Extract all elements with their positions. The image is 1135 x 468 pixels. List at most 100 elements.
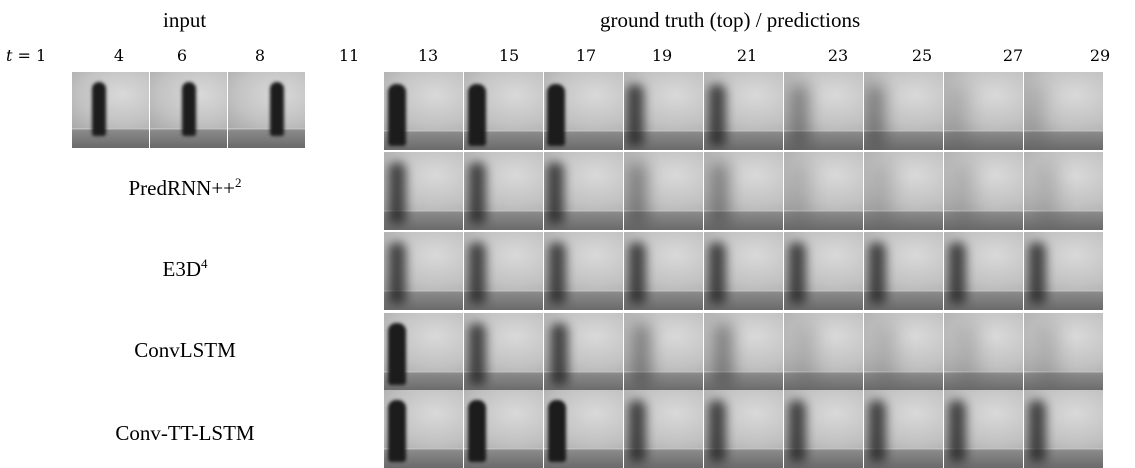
- walking-person-figure: [790, 162, 808, 224]
- walking-person-figure: [708, 84, 726, 146]
- time-tick-6: 6: [176, 46, 188, 65]
- video-frame: [944, 390, 1023, 468]
- video-frame: [704, 232, 783, 310]
- time-tick-15: 15: [498, 46, 520, 65]
- time-tick-4: 4: [113, 46, 125, 65]
- row-label-conv-tt-lstm: Conv-TT-LSTM: [115, 421, 255, 445]
- video-frame: [1024, 313, 1103, 391]
- walking-person-figure: [182, 82, 196, 136]
- walking-person-figure: [388, 84, 406, 146]
- walking-person-figure: [546, 162, 564, 224]
- gt-frame: [864, 72, 943, 150]
- walking-person-figure: [468, 84, 486, 146]
- video-frame: [544, 390, 623, 468]
- time-tick-21: 21: [736, 46, 758, 65]
- video-frame: [464, 152, 543, 230]
- time-tick-13: 13: [417, 46, 439, 65]
- walking-person-figure: [714, 323, 732, 385]
- video-frame: [544, 232, 623, 310]
- gt-frame: [944, 72, 1023, 150]
- row-label-e3d: E3D4: [162, 256, 208, 281]
- gt-frame: [1024, 72, 1103, 150]
- video-frame: [784, 232, 863, 310]
- walking-person-figure: [876, 323, 894, 385]
- walking-person-figure: [547, 84, 565, 146]
- input-header: input: [163, 8, 207, 32]
- walking-person-figure: [388, 162, 406, 224]
- walking-person-figure: [1028, 242, 1046, 304]
- walking-person-figure: [626, 84, 644, 146]
- walking-person-figure: [1038, 162, 1056, 224]
- convlstm-row: [384, 313, 1103, 391]
- video-frame: [1024, 390, 1103, 468]
- walking-person-figure: [708, 400, 726, 462]
- video-frame: [1024, 232, 1103, 310]
- time-tick-29: 29: [1089, 46, 1111, 65]
- video-frame: [624, 390, 703, 468]
- video-frame: [784, 313, 863, 391]
- walking-person-figure: [954, 162, 972, 224]
- video-frame: [624, 232, 703, 310]
- walking-person-figure: [632, 323, 650, 385]
- walking-person-figure: [868, 242, 886, 304]
- walking-person-figure: [92, 82, 106, 136]
- video-frame: [384, 390, 463, 468]
- walking-person-figure: [708, 242, 726, 304]
- video-frame: [944, 232, 1023, 310]
- row-label-convlstm: ConvLSTM: [134, 338, 236, 362]
- input-frame: [72, 72, 149, 148]
- time-tick-8: 8: [254, 46, 266, 65]
- video-frame: [544, 152, 623, 230]
- time-tick-17: 17: [575, 46, 597, 65]
- video-frame: [704, 390, 783, 468]
- walking-person-figure: [1038, 323, 1056, 385]
- gt-frame: [624, 72, 703, 150]
- video-frame: [944, 313, 1023, 391]
- walking-person-figure: [550, 323, 568, 385]
- walking-person-figure: [948, 400, 966, 462]
- walking-person-figure: [468, 242, 486, 304]
- video-frame: [624, 313, 703, 391]
- video-frame: [544, 313, 623, 391]
- walking-person-figure: [866, 84, 884, 146]
- video-frame: [464, 313, 543, 391]
- walking-person-figure: [948, 242, 966, 304]
- input-frames: [72, 72, 305, 148]
- video-frame: [464, 390, 543, 468]
- walking-person-figure: [628, 242, 646, 304]
- video-frame: [784, 390, 863, 468]
- walking-person-figure: [468, 323, 486, 385]
- input-frame: [228, 72, 305, 148]
- video-frame: [384, 232, 463, 310]
- walking-person-figure: [958, 323, 976, 385]
- walking-person-figure: [628, 400, 646, 462]
- walking-person-figure: [1025, 84, 1043, 146]
- video-frame: [704, 313, 783, 391]
- video-frame: [864, 232, 943, 310]
- video-frame: [944, 152, 1023, 230]
- row-label-predrnn: PredRNN++2: [128, 175, 242, 200]
- gt-frame: [784, 72, 863, 150]
- walking-person-figure: [710, 162, 728, 224]
- gt-frame: [704, 72, 783, 150]
- gt-frame: [544, 72, 623, 150]
- video-frame: [624, 152, 703, 230]
- time-tick-19: 19: [651, 46, 673, 65]
- time-tick-27: 27: [1002, 46, 1024, 65]
- time-tick-25: 25: [911, 46, 933, 65]
- walking-person-figure: [548, 242, 566, 304]
- walking-person-figure: [948, 84, 966, 146]
- walking-person-figure: [628, 162, 646, 224]
- gt-frame: [384, 72, 463, 150]
- walking-person-figure: [468, 400, 486, 462]
- walking-person-figure: [868, 400, 886, 462]
- time-label: t = 1: [6, 46, 47, 65]
- time-tick-1: 1: [36, 46, 47, 65]
- walking-person-figure: [388, 323, 406, 385]
- predrnn-row: [384, 152, 1103, 230]
- video-frame: [864, 390, 943, 468]
- video-frame: [864, 313, 943, 391]
- video-frame: [784, 152, 863, 230]
- input-frame: [150, 72, 227, 148]
- conv-tt-lstm-row: [384, 390, 1103, 468]
